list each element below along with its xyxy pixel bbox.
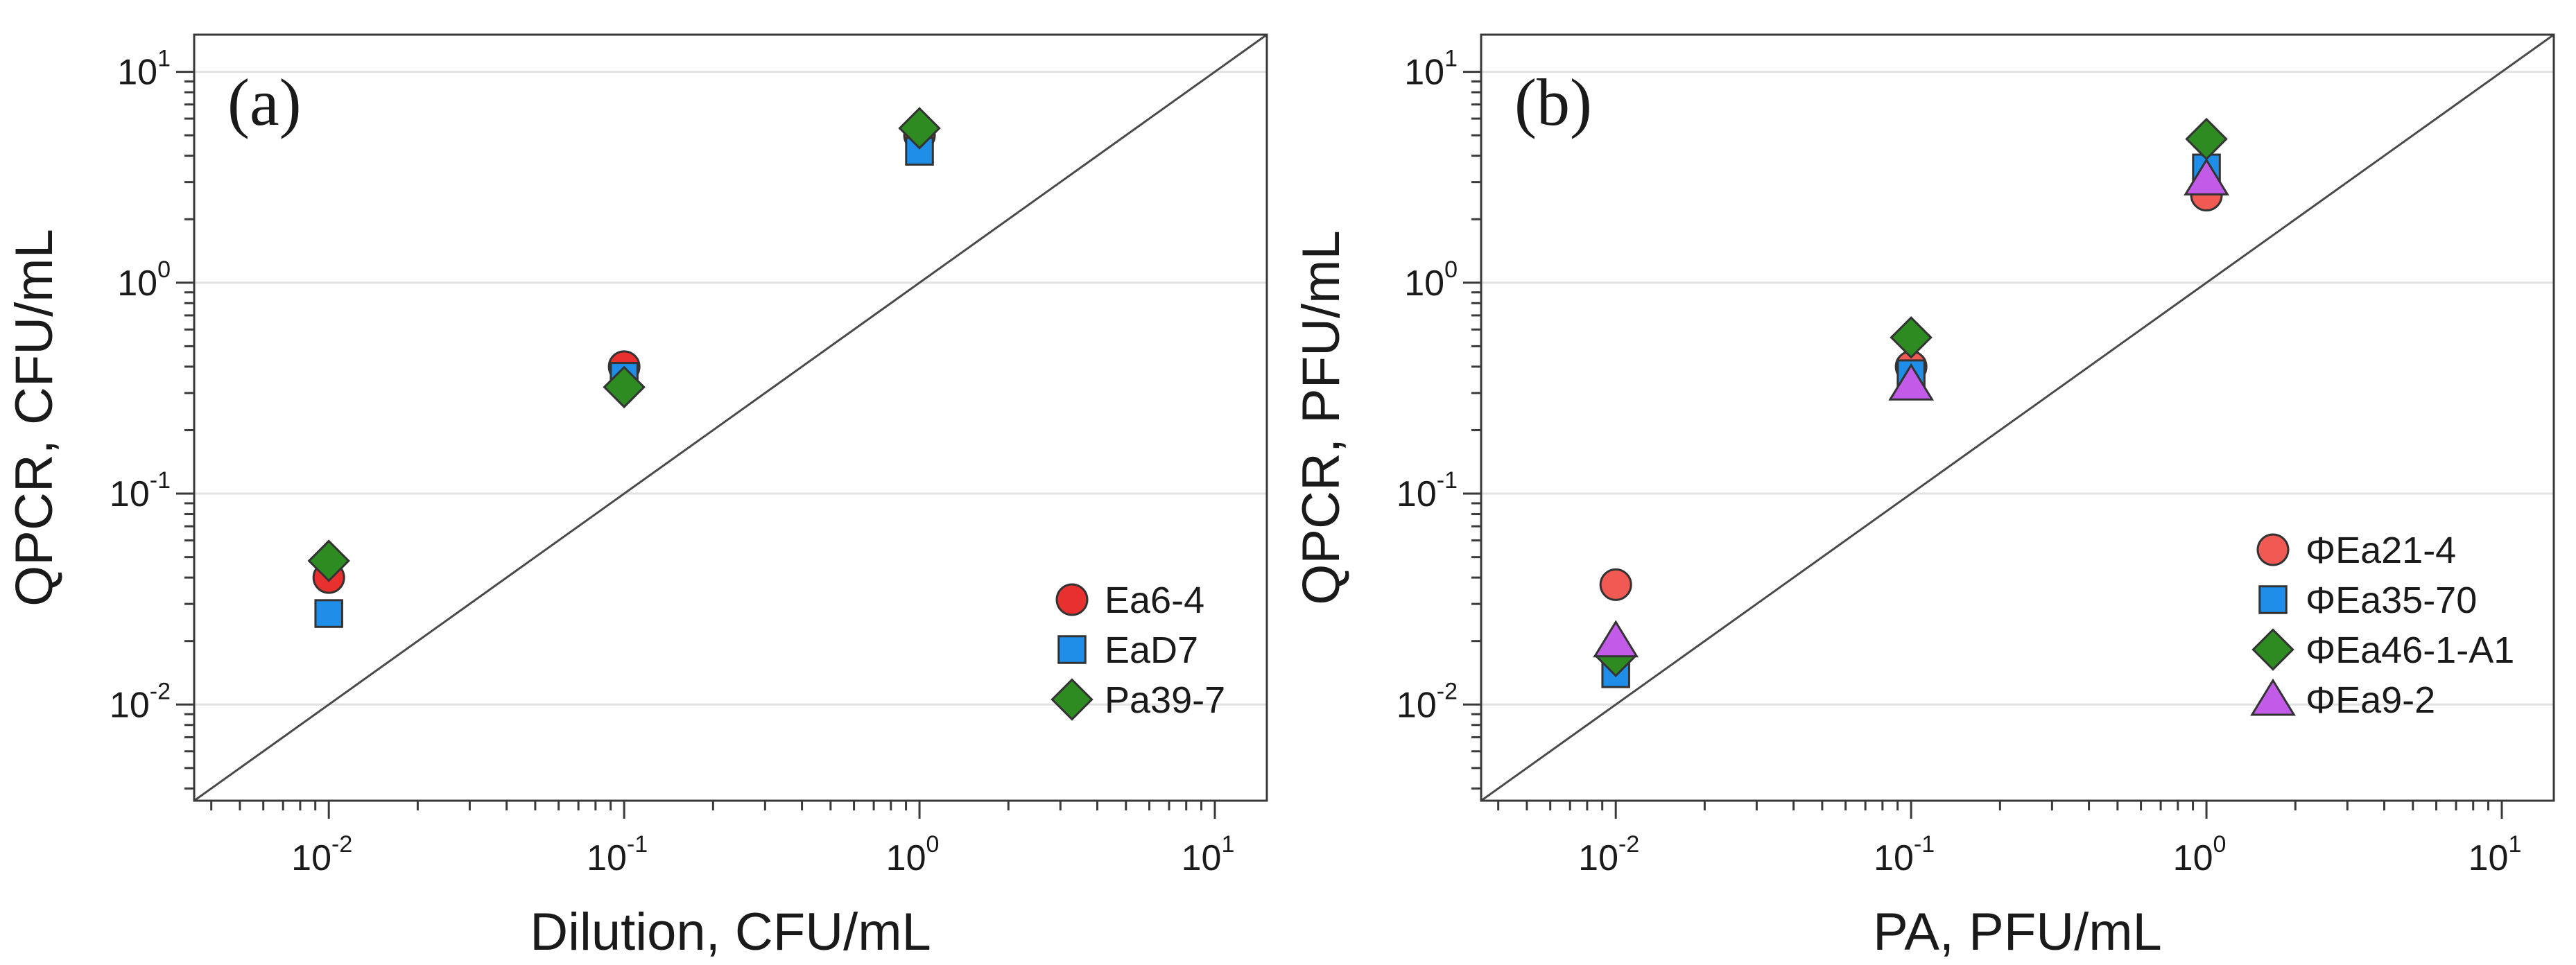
data-point [307,539,350,582]
plot-frame [1480,33,2555,802]
x-tick-exponent: 1 [2508,831,2521,858]
series-ea9-2 [1593,157,2229,658]
y-tick-label: 10-1 [110,467,171,514]
y-tick-label: 100 [117,257,171,304]
y-tick-base: 10 [1404,53,1444,93]
x-tick-base: 10 [886,838,926,878]
y-tick-base: 10 [1397,685,1437,725]
y-tick-label: 10-2 [110,678,171,725]
x-tick-label: 10-1 [1874,831,1935,878]
legend-label: Pa39-7 [1105,679,1225,721]
data-point [898,107,941,150]
legend-label: ΦEa21-4 [2306,530,2456,571]
y-tick-exponent: 0 [157,257,171,283]
x-tick-exponent: 0 [926,831,940,858]
y-tick-base: 10 [117,263,157,304]
y-tick-label: 101 [1404,46,1458,93]
data-point [314,599,343,628]
legend-label: EaD7 [1105,629,1198,671]
x-axis-title: Dilution, CFU/mL [530,903,931,962]
legend: ΦEa21-4 ΦEa35-70 ΦEa46-1-A1 ΦEa9-2 [2250,530,2514,721]
x-tick-label: 10-2 [1578,831,1639,878]
y-tick-exponent: -1 [1437,467,1458,494]
x-tick-label: 10-1 [587,831,648,878]
series-ea35-70 [1601,153,2221,688]
x-tick-exponent: 0 [2213,831,2227,858]
x-tick-label: 100 [2173,831,2227,878]
legend-label: ΦEa46-1-A1 [2306,629,2514,671]
legend-label: ΦEa9-2 [2306,679,2435,721]
y-tick-base: 10 [110,685,150,725]
panel-label: (b) [1514,65,1592,139]
legend-label: ΦEa35-70 [2306,580,2477,621]
legend-marker [1051,678,1093,721]
y-tick-base: 10 [117,53,157,93]
data-point [1890,316,1933,359]
y-tick-exponent: 0 [1444,257,1458,283]
x-tick-base: 10 [1182,838,1222,878]
x-tick-exponent: -1 [1914,831,1935,858]
legend-marker [2258,585,2288,614]
x-tick-exponent: 1 [1221,831,1234,858]
x-tick-exponent: -1 [627,831,648,858]
y-tick-base: 10 [110,474,150,514]
x-tick-exponent: -2 [1618,831,1639,858]
y-tick-base: 10 [1404,263,1444,304]
data-point [2185,117,2228,161]
reference-line [194,35,1267,801]
y-tick-exponent: -2 [1437,678,1458,704]
x-tick-label: 101 [1182,831,1235,878]
x-axis-title: PA, PFU/mL [1873,903,2162,962]
x-tick-base: 10 [587,838,627,878]
data-point [1888,363,1935,401]
y-tick-exponent: -1 [150,467,171,494]
legend-marker [2256,533,2290,566]
x-tick-base: 10 [2469,838,2509,878]
y-tick-label: 100 [1404,257,1458,304]
y-axis-title: QPCR, PFU/mL [1292,230,1351,605]
x-tick-label: 101 [2469,831,2522,878]
legend: Ea6-4 EaD7 Pa39-7 [1051,580,1225,721]
data-point [1593,620,1639,658]
series-ea6-4 [312,119,936,594]
y-tick-exponent: 1 [157,46,171,72]
legend-marker [1055,583,1089,616]
x-tick-base: 10 [2173,838,2213,878]
data-point [1599,568,1632,601]
x-tick-exponent: -2 [331,831,352,858]
y-tick-exponent: -2 [150,678,171,704]
y-tick-label: 101 [117,46,171,93]
data-point [2184,157,2229,195]
reference-line [1481,35,2554,801]
legend-marker [2250,678,2296,716]
legend-label: Ea6-4 [1105,580,1204,621]
panel-label: (a) [227,65,302,139]
legend-marker [2251,628,2294,671]
legend-marker [1057,635,1087,664]
series-pa39-7 [307,107,941,582]
y-tick-base: 10 [1397,474,1437,514]
data-point [603,365,646,409]
y-tick-exponent: 1 [1444,46,1458,72]
x-tick-base: 10 [1874,838,1914,878]
plot-frame [193,33,1268,802]
y-tick-label: 10-1 [1397,467,1458,514]
x-tick-label: 10-2 [291,831,352,878]
x-tick-label: 100 [886,831,940,878]
y-tick-label: 10-2 [1397,678,1458,725]
y-axis-title: QPCR, CFU/mL [5,229,64,607]
x-tick-base: 10 [1578,838,1618,878]
x-tick-base: 10 [291,838,331,878]
